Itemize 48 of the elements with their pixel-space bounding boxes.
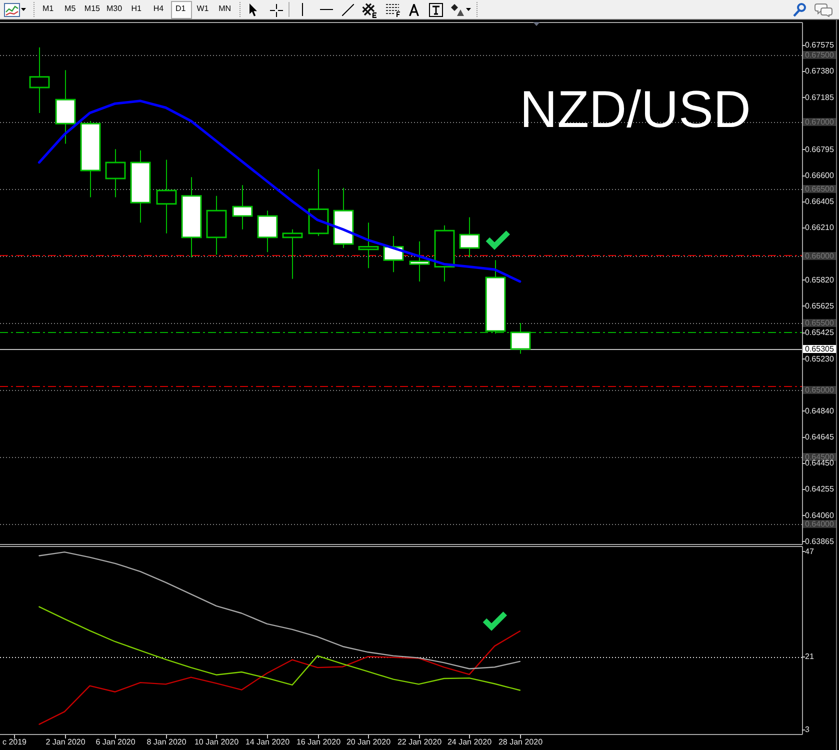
ref-line-label: 0.66500 (805, 184, 834, 194)
text: M1 (42, 4, 54, 14)
text: M5 (64, 4, 76, 14)
y-tick-label: 0.67185 (805, 92, 834, 102)
text: H1 (131, 4, 142, 14)
x-tick-label: 10 Jan 2020 (194, 738, 240, 747)
y-tick-label: 0.66600 (805, 171, 834, 180)
ref-line-label: 0.66000 (805, 252, 834, 261)
text: M15 (84, 4, 100, 14)
y-tick-label: 21 (805, 652, 814, 662)
y-tick-label: 0.66795 (805, 144, 834, 154)
y-tick-label: 0.65820 (805, 275, 834, 284)
x-tick-label: 16 Jan 2020 (296, 738, 342, 747)
ref-line-label: 0.65500 (805, 318, 834, 328)
y-tick-label: 0.65625 (805, 301, 834, 310)
y-tick-label: 0.66210 (805, 223, 834, 232)
ref-line-label: 0.67500 (805, 50, 834, 60)
ref-line-label: 0.67000 (805, 118, 834, 127)
x-tick-label: 28 Jan 2020 (498, 738, 544, 747)
y-tick-label: 0.63865 (805, 536, 834, 546)
ref-line-label: 0.65000 (805, 386, 834, 395)
ref-line-label: 0.65305 (805, 344, 834, 354)
y-tick-label: 0.64840 (805, 406, 834, 416)
y-tick-label: 0.64255 (805, 484, 834, 494)
text: D1 (175, 4, 186, 14)
x-tick-label: 22 Jan 2020 (397, 738, 442, 747)
ref-line-label: 0.64000 (805, 520, 834, 529)
y-tick-label: 0.67380 (805, 66, 834, 76)
text: W1 (196, 4, 209, 14)
y-tick-label: 0.67575 (805, 40, 834, 50)
x-tick-label: 2 Jan 2020 (46, 738, 86, 747)
text: MN (218, 4, 232, 14)
x-tick-label: 24 Jan 2020 (447, 738, 492, 747)
text: NZD/USD (520, 81, 751, 139)
y-tick-label: 0.64060 (805, 510, 834, 520)
text: M30 (106, 4, 122, 14)
y-tick-label: 47 (805, 546, 814, 556)
x-tick-label: c 2019 (2, 738, 28, 747)
x-tick-label: 8 Jan 2020 (146, 738, 187, 747)
y-tick-label: 0.66405 (805, 197, 834, 206)
y-tick-label: 0.65230 (805, 354, 834, 364)
x-tick-label: 14 Jan 2020 (245, 738, 290, 747)
y-tick-label: 3 (805, 725, 810, 734)
y-tick-label: 0.65425 (805, 328, 834, 338)
x-tick-label: 20 Jan 2020 (346, 738, 392, 747)
y-tick-label: 0.64645 (805, 432, 834, 442)
x-tick-label: 6 Jan 2020 (96, 738, 136, 747)
text: H4 (153, 4, 164, 14)
